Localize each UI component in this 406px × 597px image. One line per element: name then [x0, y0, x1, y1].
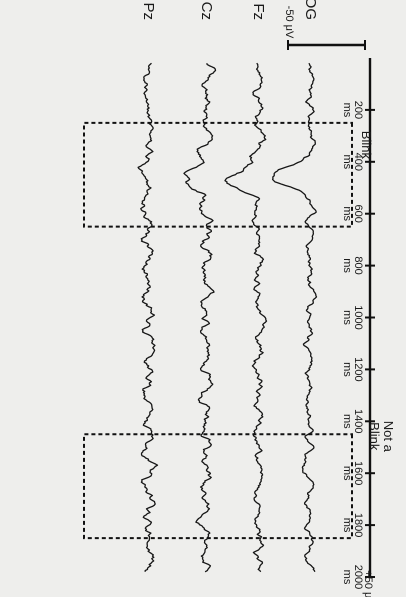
trace-veog	[271, 62, 318, 573]
annotation-label: Not a	[381, 421, 396, 453]
series-label: VEOG	[302, 0, 319, 20]
tick-unit-label: ms	[341, 103, 353, 118]
tick-unit-label: ms	[341, 518, 353, 533]
tick-unit-label: ms	[341, 414, 353, 429]
series-label: Pz	[140, 2, 157, 20]
annotation-box	[83, 433, 353, 540]
tick-label: 800	[352, 256, 364, 274]
scale-bar-bottom-label: +50 μV	[362, 570, 374, 597]
tick-unit-label: ms	[341, 570, 353, 585]
tick-label: 200	[352, 101, 364, 119]
scale-bar-top-label: -50 μV	[283, 6, 295, 39]
tick-unit-label: ms	[341, 310, 353, 325]
tick-label: 2000	[352, 565, 364, 589]
trace-cz	[183, 63, 217, 573]
tick-label: 1200	[352, 357, 364, 381]
plot-area: 200ms400ms600ms800ms1000ms1200ms1400ms16…	[83, 0, 396, 597]
annotation-box	[83, 121, 353, 228]
time-axis: 200ms400ms600ms800ms1000ms1200ms1400ms16…	[341, 58, 375, 589]
series-label: Cz	[198, 2, 215, 20]
annotation-label: Blink	[367, 422, 382, 451]
series-label: Fz	[250, 3, 267, 20]
tick-label: 1800	[352, 513, 364, 537]
tick-unit-label: ms	[341, 206, 353, 221]
trace-fz	[224, 62, 268, 573]
eeg-traces: VEOG Fz Cz Pz	[137, 0, 319, 573]
annotation-label: Blink	[359, 131, 374, 160]
tick-label: 1000	[352, 305, 364, 329]
tick-unit-label: ms	[341, 362, 353, 377]
tick-label: 400	[352, 153, 364, 171]
tick-unit-label: ms	[341, 154, 353, 169]
tick-unit-label: ms	[341, 466, 353, 481]
trace-pz	[137, 62, 159, 572]
tick-label: 600	[352, 205, 364, 223]
scale-bar: -50 μV +50 μV	[283, 6, 374, 597]
tick-label: 1400	[352, 409, 364, 433]
tick-label: 1600	[352, 461, 364, 485]
tick-unit-label: ms	[341, 258, 353, 273]
